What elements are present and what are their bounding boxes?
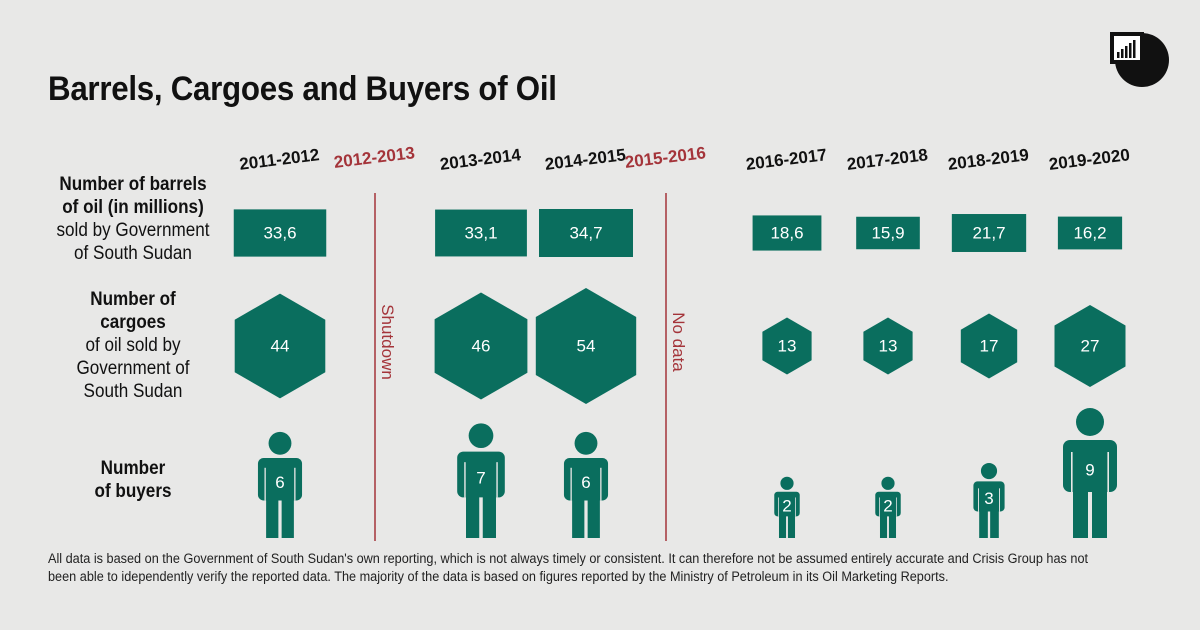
barrel-rect-2016-2017 — [752, 215, 822, 251]
footnote: All data is based on the Government of S… — [48, 551, 1089, 584]
barrel-rect-2013-2014 — [435, 209, 527, 257]
period-label-2015-2016: 2015-2016 — [624, 143, 707, 172]
barrel-rect-2014-2015 — [539, 209, 633, 257]
cargo-value-2017-2018: 13 — [879, 337, 898, 356]
buyer-person-icon-2011-2012 — [257, 431, 303, 538]
crisis-group-logo-icon — [1110, 32, 1169, 87]
period-label-2014-2015: 2014-2015 — [544, 145, 627, 174]
buyer-value-2016-2017: 2 — [782, 496, 791, 515]
barrel-value-2019-2020: 16,2 — [1073, 224, 1106, 243]
cargo-value-2016-2017: 13 — [778, 337, 797, 356]
cargo-value-2014-2015: 54 — [577, 337, 596, 356]
cargo-hexagon-2016-2017 — [762, 317, 812, 375]
cargo-value-2013-2014: 46 — [472, 337, 491, 356]
barrel-value-2011-2012: 33,6 — [263, 224, 296, 243]
cargo-hexagon-2018-2019 — [960, 313, 1018, 379]
row-label-buyers: Number of buyers — [94, 458, 172, 502]
period-label-2017-2018: 2017-2018 — [846, 145, 929, 174]
buyer-person-icon-2017-2018 — [875, 476, 901, 538]
chart-title: Barrels, Cargoes and Buyers of Oil — [48, 70, 557, 108]
buyer-person-icon-2014-2015 — [563, 431, 609, 538]
barrel-rect-2017-2018 — [856, 216, 920, 250]
barrel-value-2013-2014: 33,1 — [464, 224, 497, 243]
period-label-2016-2017: 2016-2017 — [745, 145, 828, 174]
buyer-value-2019-2020: 9 — [1085, 461, 1094, 480]
barrel-value-2018-2019: 21,7 — [972, 224, 1005, 243]
cargo-hexagon-2014-2015 — [535, 288, 637, 404]
period-label-2019-2020: 2019-2020 — [1048, 145, 1131, 174]
row-label-barrels: Number of barrels of oil (in millions) s… — [56, 174, 210, 264]
barrel-rect-2011-2012 — [233, 209, 327, 257]
buyer-value-2013-2014: 7 — [476, 469, 485, 488]
buyer-person-icon-2019-2020 — [1063, 408, 1117, 538]
cargo-hexagon-2011-2012 — [234, 293, 326, 399]
buyer-person-icon-2018-2019 — [973, 462, 1005, 538]
period-label-2013-2014: 2013-2014 — [439, 145, 523, 174]
buyer-person-icon-2013-2014 — [457, 423, 505, 538]
cargo-value-2011-2012: 44 — [271, 337, 290, 356]
buyer-person-icon-2016-2017 — [774, 476, 800, 538]
barrel-value-2014-2015: 34,7 — [569, 224, 602, 243]
period-label-2012-2013: 2012-2013 — [333, 143, 416, 172]
cargo-hexagon-2017-2018 — [863, 317, 913, 375]
buyer-value-2014-2015: 6 — [581, 473, 590, 492]
barrel-value-2016-2017: 18,6 — [770, 224, 803, 243]
cargo-hexagon-2013-2014 — [434, 292, 528, 400]
barrel-rect-2018-2019 — [951, 214, 1027, 252]
gap-note-2015-2016: No data — [669, 312, 688, 372]
barrel-value-2017-2018: 15,9 — [871, 224, 904, 243]
cargo-value-2019-2020: 27 — [1081, 337, 1100, 356]
period-label-2018-2019: 2018-2019 — [947, 145, 1030, 174]
buyer-value-2011-2012: 6 — [275, 473, 284, 492]
cargo-hexagon-2019-2020 — [1054, 305, 1126, 387]
buyer-value-2017-2018: 2 — [883, 496, 892, 515]
barrel-rect-2019-2020 — [1057, 216, 1123, 250]
buyer-value-2018-2019: 3 — [984, 489, 993, 508]
cargo-value-2018-2019: 17 — [980, 337, 999, 356]
row-label-cargoes: Number of cargoes of oil sold by Governm… — [76, 289, 190, 402]
period-label-2011-2012: 2011-2012 — [238, 145, 320, 174]
gap-note-2012-2013: Shutdown — [378, 304, 397, 380]
